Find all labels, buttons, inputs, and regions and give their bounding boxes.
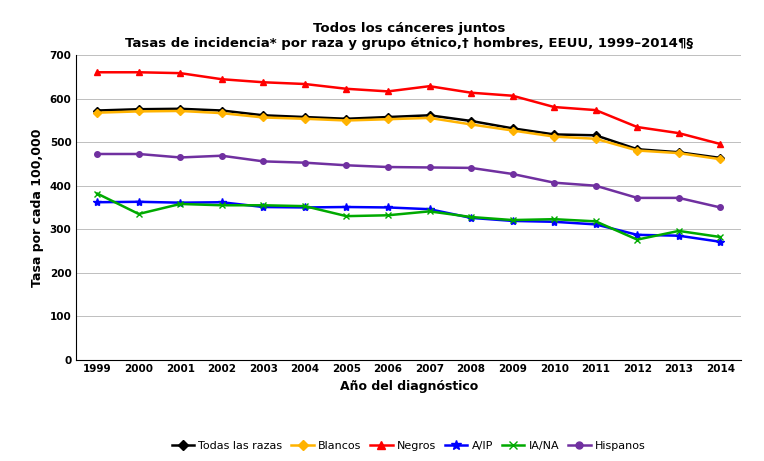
Title: Todos los cánceres juntos
Tasas de incidencia* por raza y grupo étnico,† hombres: Todos los cánceres juntos Tasas de incid…	[125, 22, 693, 50]
Y-axis label: Tasa por cada 100,000: Tasa por cada 100,000	[31, 128, 44, 287]
X-axis label: Año del diagnóstico: Año del diagnóstico	[340, 380, 478, 393]
Legend: Todas las razas, Blancos, Negros, A/IP, IA/NA, Hispanos: Todas las razas, Blancos, Negros, A/IP, …	[172, 441, 646, 451]
